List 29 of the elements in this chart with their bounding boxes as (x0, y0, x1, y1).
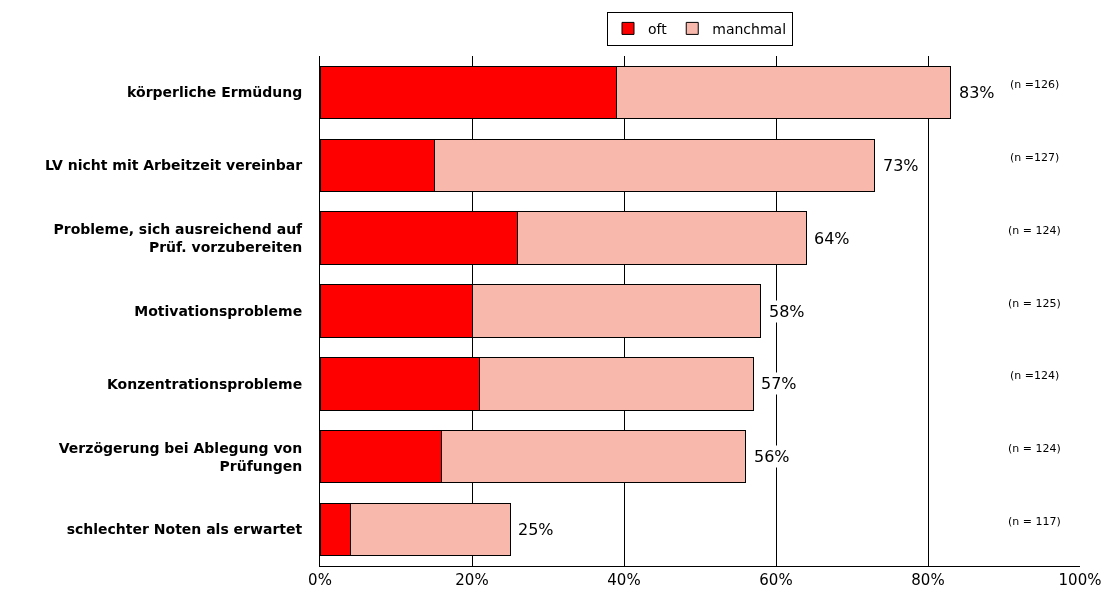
annotation: (n = 117) (1008, 515, 1061, 528)
total-label: 58% (769, 302, 805, 321)
total-label: 64% (814, 229, 850, 248)
y-tick-label: Motivationsprobleme (134, 302, 303, 319)
y-tick-label: Verzögerung bei Ablegung von Prüfungen (58, 439, 303, 474)
x-tick-label: 40% (607, 571, 641, 589)
x-tick-label: 60% (759, 571, 793, 589)
y-tick-label: LV nicht mit Arbeitzeit vereinbar (45, 157, 303, 174)
x-tick-label: 0% (308, 571, 332, 589)
y-tick-label: Konzentrationsprobleme (107, 375, 303, 392)
annotation: (n = 124) (1008, 442, 1061, 455)
x-tick-label: 20% (455, 571, 489, 589)
total-label: 56% (754, 447, 790, 466)
y-tick-label: schlechter Noten als erwartet (66, 521, 303, 538)
legend-label: oft (648, 20, 668, 37)
total-label: 25% (518, 520, 554, 539)
total-label: 83% (959, 83, 995, 102)
x-tick-label: 100% (1058, 571, 1102, 589)
total-label: 73% (883, 156, 919, 175)
total-label: 57% (761, 374, 797, 393)
y-tick-label: körperliche Ermüdung (127, 84, 303, 101)
annotation: (n = 125) (1008, 297, 1061, 310)
annotation: (n =126) (1010, 78, 1060, 91)
x-tick-label: 80% (911, 571, 945, 589)
annotation: (n =124) (1010, 369, 1060, 382)
annotation: (n = 124) (1008, 224, 1061, 237)
annotation: (n =127) (1010, 151, 1060, 164)
legend-label: manchmal (712, 20, 787, 37)
y-tick-label: Probleme, sich ausreichend auf Prüf. vorzubereiten (53, 220, 304, 256)
